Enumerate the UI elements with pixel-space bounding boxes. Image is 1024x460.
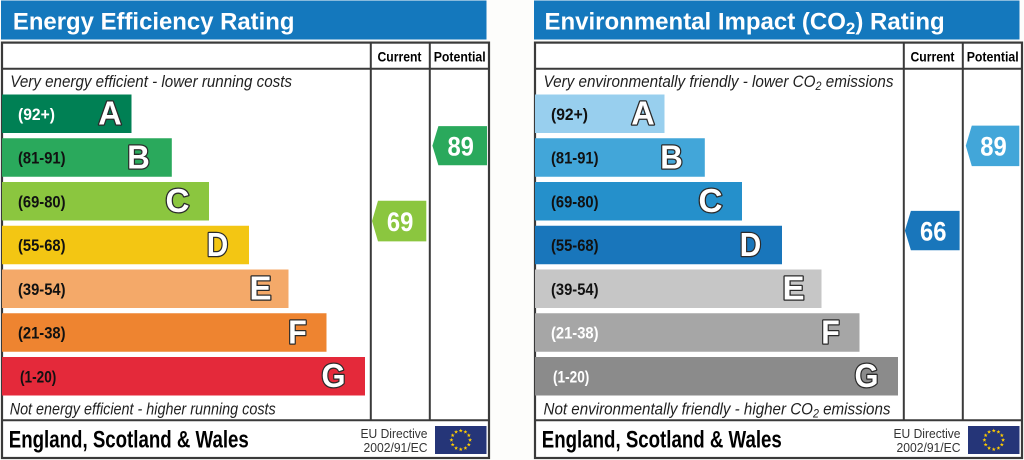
svg-text:Environmental Impact (CO2) Rat: Environmental Impact (CO2) Rating <box>545 9 945 39</box>
svg-text:Not energy efficient - higher: Not energy efficient - higher running co… <box>10 400 276 419</box>
svg-text:A: A <box>98 95 122 132</box>
svg-text:(55-68): (55-68) <box>551 236 599 255</box>
svg-text:(92+): (92+) <box>551 105 588 124</box>
svg-text:(92+): (92+) <box>18 105 55 124</box>
svg-text:(81-91): (81-91) <box>551 149 599 168</box>
svg-text:(69-80): (69-80) <box>551 192 599 211</box>
svg-text:F: F <box>288 313 307 350</box>
svg-text:B: B <box>660 138 683 175</box>
svg-text:B: B <box>127 138 150 175</box>
svg-text:G: G <box>855 357 879 394</box>
svg-text:Not environmentally friendly -: Not environmentally friendly - higher CO… <box>544 400 891 421</box>
svg-text:89: 89 <box>447 131 474 161</box>
svg-text:G: G <box>322 357 346 394</box>
svg-text:EU Directive: EU Directive <box>361 426 428 441</box>
svg-text:(55-68): (55-68) <box>18 236 66 255</box>
svg-text:Very environmentally friendly: Very environmentally friendly - lower CO… <box>544 72 894 93</box>
svg-text:66: 66 <box>920 216 947 246</box>
svg-text:(1-20): (1-20) <box>553 367 589 386</box>
svg-text:(1-20): (1-20) <box>20 367 56 386</box>
svg-text:England, Scotland & Wales: England, Scotland & Wales <box>542 427 782 454</box>
svg-text:(81-91): (81-91) <box>18 149 66 168</box>
svg-text:Current: Current <box>378 50 422 65</box>
svg-text:Energy Efficiency Rating: Energy Efficiency Rating <box>13 9 295 36</box>
svg-text:2002/91/EC: 2002/91/EC <box>897 440 961 455</box>
svg-text:(39-54): (39-54) <box>18 280 66 299</box>
svg-text:F: F <box>821 313 840 350</box>
svg-text:(39-54): (39-54) <box>551 280 599 299</box>
svg-text:Potential: Potential <box>967 50 1019 65</box>
svg-text:(69-80): (69-80) <box>18 192 66 211</box>
svg-text:89: 89 <box>980 132 1007 162</box>
svg-text:69: 69 <box>387 207 414 237</box>
svg-text:E: E <box>783 270 805 307</box>
svg-text:Very energy efficient - lower: Very energy efficient - lower running co… <box>10 72 292 91</box>
svg-text:(21-38): (21-38) <box>18 324 66 343</box>
svg-text:A: A <box>631 95 655 132</box>
svg-text:C: C <box>699 182 723 219</box>
svg-text:2002/91/EC: 2002/91/EC <box>364 440 428 455</box>
svg-text:(21-38): (21-38) <box>551 324 599 343</box>
svg-text:D: D <box>740 226 762 263</box>
svg-text:D: D <box>207 226 229 263</box>
svg-text:E: E <box>250 270 272 307</box>
svg-text:Current: Current <box>911 50 955 65</box>
svg-text:Potential: Potential <box>434 50 486 65</box>
svg-text:C: C <box>166 182 190 219</box>
svg-text:England, Scotland & Wales: England, Scotland & Wales <box>9 427 249 454</box>
svg-text:EU Directive: EU Directive <box>894 426 961 441</box>
